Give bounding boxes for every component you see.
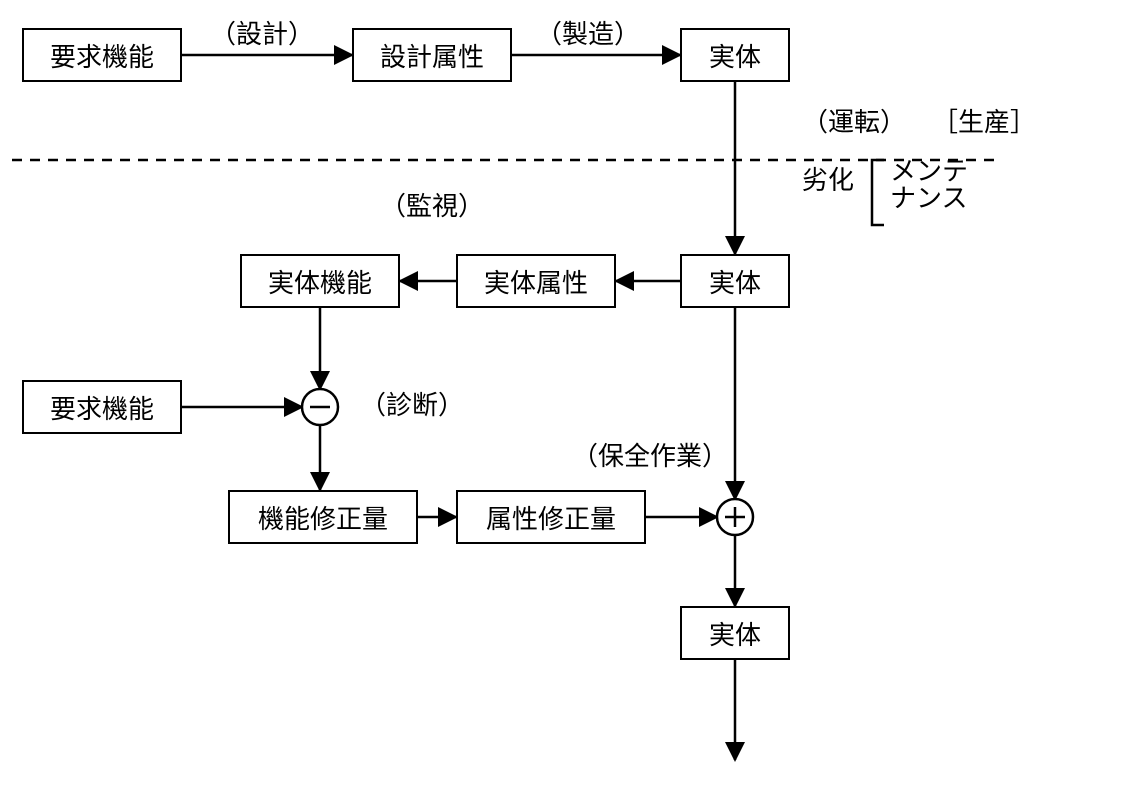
node-design-attribute: 設計属性: [352, 28, 512, 82]
node-label: 機能修正量: [258, 499, 388, 536]
node-label: 実体属性: [484, 263, 588, 300]
label-maintenance: メンテ ナンス: [890, 158, 968, 213]
node-entity-1: 実体: [680, 28, 790, 82]
minus-junction: [302, 389, 338, 425]
label-production: ［生産］: [932, 108, 1036, 138]
node-label: 実体: [709, 615, 761, 652]
node-function-correction: 機能修正量: [228, 490, 418, 544]
label-design: （設計）: [210, 20, 314, 50]
label-manufacture: （製造）: [536, 20, 640, 50]
flowchart-canvas: 要求機能 設計属性 実体 実体 実体属性 実体機能 要求機能 機能修正量 属性修…: [0, 0, 1132, 792]
node-entity-3: 実体: [680, 606, 790, 660]
label-operation: （運転）: [802, 108, 906, 138]
label-monitoring: （監視）: [380, 192, 484, 222]
node-label: 設計属性: [380, 37, 484, 74]
node-required-function-1: 要求機能: [22, 28, 182, 82]
plus-junction: [717, 499, 753, 535]
label-maintenance-work: （保全作業）: [572, 442, 728, 472]
node-label: 実体機能: [268, 263, 372, 300]
node-label: 要求機能: [50, 389, 154, 426]
node-entity-2: 実体: [680, 254, 790, 308]
node-label: 要求機能: [50, 37, 154, 74]
label-degradation: 劣化: [802, 166, 854, 196]
node-label: 属性修正量: [486, 499, 616, 536]
node-attribute-correction: 属性修正量: [456, 490, 646, 544]
label-diagnosis: （診断）: [360, 391, 464, 421]
node-label: 実体: [709, 37, 761, 74]
node-required-function-2: 要求機能: [22, 380, 182, 434]
node-label: 実体: [709, 263, 761, 300]
maintenance-bracket-left: [872, 160, 884, 225]
node-entity-function: 実体機能: [240, 254, 400, 308]
node-entity-attribute: 実体属性: [456, 254, 616, 308]
